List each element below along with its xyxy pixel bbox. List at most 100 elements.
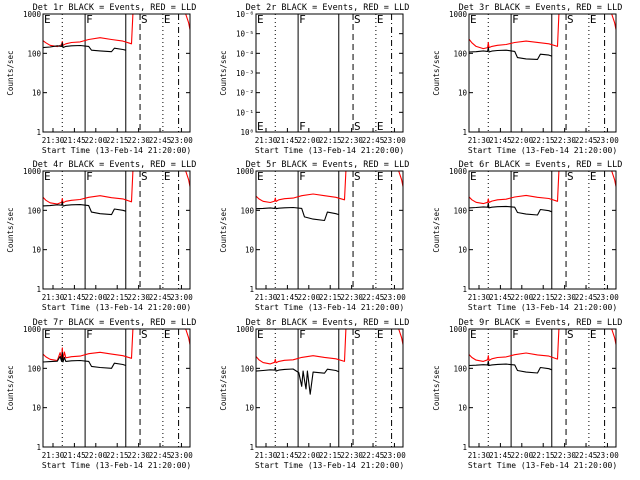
y-tick-label: 1000 xyxy=(449,325,468,334)
y-tick-label: 100 xyxy=(453,364,467,373)
marker-letter: F xyxy=(512,170,519,183)
y-tick-label: 100 xyxy=(240,206,254,215)
x-tick-label: 22:00 xyxy=(85,451,108,460)
x-axis-title: Start Time (13-Feb-14 21:20:00) xyxy=(255,303,404,312)
x-tick-label: 21:45 xyxy=(276,136,299,145)
x-tick-label: 22:45 xyxy=(362,293,385,302)
events-series xyxy=(468,360,552,374)
y-tick-label: 1 xyxy=(249,443,254,452)
y-tick-label: 10 xyxy=(245,246,255,255)
x-tick-label: 21:30 xyxy=(42,293,65,302)
x-tick-label: 22:30 xyxy=(340,293,363,302)
x-axis-title: Start Time (13-Feb-14 21:20:00) xyxy=(255,461,404,470)
marker-letter: S xyxy=(354,13,361,26)
y-tick-label: 1 xyxy=(36,285,41,294)
plot-frame xyxy=(468,13,617,133)
x-tick-label: 22:45 xyxy=(575,451,598,460)
x-tick-label: 22:45 xyxy=(362,136,385,145)
marker-letter: F xyxy=(299,170,306,183)
x-tick-label: 21:45 xyxy=(489,293,512,302)
x-axis-title: Start Time (13-Feb-14 21:20:00) xyxy=(42,303,191,312)
y-tick-label: 1 xyxy=(462,128,467,137)
x-tick-label: 21:45 xyxy=(63,293,86,302)
x-tick-label: 22:15 xyxy=(319,136,342,145)
marker-letter: S xyxy=(567,170,574,183)
x-tick-label: 22:00 xyxy=(298,293,321,302)
x-axis-title: Start Time (13-Feb-14 21:20:00) xyxy=(468,461,617,470)
y-tick-label: 1 xyxy=(36,443,41,452)
marker-letter: S xyxy=(141,13,148,26)
marker-letter: E xyxy=(590,170,597,183)
plot-frame xyxy=(42,13,191,133)
x-tick-label: 22:45 xyxy=(575,136,598,145)
x-tick-label: 22:00 xyxy=(85,293,108,302)
marker-letter: E xyxy=(257,13,264,26)
events-series xyxy=(468,202,552,216)
y-tick-label: 10 xyxy=(32,89,42,98)
panel-title: Det 8r BLACK = Events, RED = LLD xyxy=(246,318,410,328)
marker-letter: E xyxy=(44,328,51,341)
x-tick-label: 21:30 xyxy=(468,136,491,145)
x-tick-label: 22:30 xyxy=(127,293,150,302)
detector-panel: Det 2r BLACK = Events, RED = LLDEEFFSSEE… xyxy=(219,3,409,155)
y-tick-label: 1 xyxy=(249,285,254,294)
x-tick-label: 22:15 xyxy=(319,451,342,460)
y-tick-label: 10⁻⁴ xyxy=(236,49,254,58)
x-tick-label: 21:45 xyxy=(489,136,512,145)
x-tick-label: 22:30 xyxy=(553,451,576,460)
y-tick-label: 10⁻¹ xyxy=(236,108,254,117)
marker-letter: F xyxy=(299,120,306,133)
marker-letter: S xyxy=(354,120,361,133)
events-series xyxy=(255,366,340,395)
marker-letter: F xyxy=(86,170,93,183)
x-tick-label: 22:00 xyxy=(511,136,534,145)
y-tick-label: 10⁰ xyxy=(240,128,254,137)
plot-frame xyxy=(468,170,617,290)
y-tick-label: 1000 xyxy=(449,10,468,19)
x-tick-label: 22:30 xyxy=(553,136,576,145)
x-tick-label: 21:30 xyxy=(42,136,65,145)
x-tick-label: 23:00 xyxy=(383,136,406,145)
x-tick-label: 22:15 xyxy=(106,136,129,145)
y-tick-label: 10 xyxy=(458,404,468,413)
x-tick-label: 23:00 xyxy=(170,451,193,460)
events-series xyxy=(42,201,126,216)
x-tick-label: 22:45 xyxy=(575,293,598,302)
x-tick-label: 22:15 xyxy=(532,451,555,460)
x-tick-label: 22:00 xyxy=(511,451,534,460)
marker-letter: S xyxy=(141,170,148,183)
marker-letter: E xyxy=(470,13,477,26)
y-axis-title: Counts/sec xyxy=(6,207,15,252)
marker-letter: E xyxy=(257,120,264,133)
plot-frame xyxy=(255,328,404,448)
marker-letter: E xyxy=(164,170,171,183)
x-tick-label: 23:00 xyxy=(383,451,406,460)
marker-letter: E xyxy=(164,328,171,341)
panel-title: Det 2r BLACK = Events, RED = LLD xyxy=(246,3,410,13)
panel-title: Det 9r BLACK = Events, RED = LLD xyxy=(459,318,623,328)
x-tick-label: 21:30 xyxy=(468,451,491,460)
x-tick-label: 22:00 xyxy=(511,293,534,302)
x-tick-label: 23:00 xyxy=(383,293,406,302)
y-tick-label: 1000 xyxy=(449,167,468,176)
y-axis-title: Counts/sec xyxy=(219,207,228,252)
x-tick-label: 21:45 xyxy=(63,451,86,460)
y-tick-label: 1000 xyxy=(23,10,42,19)
plot-frame xyxy=(255,170,404,290)
marker-letter: E xyxy=(257,328,264,341)
y-tick-label: 1000 xyxy=(236,167,255,176)
y-tick-label: 100 xyxy=(453,206,467,215)
marker-letter: F xyxy=(299,13,306,26)
x-tick-label: 22:30 xyxy=(340,451,363,460)
x-tick-label: 21:45 xyxy=(276,293,299,302)
x-tick-label: 23:00 xyxy=(596,136,619,145)
y-axis-title: Counts/sec xyxy=(432,365,441,410)
plot-frame xyxy=(42,170,191,290)
x-tick-label: 22:30 xyxy=(127,451,150,460)
y-tick-label: 1 xyxy=(462,285,467,294)
x-tick-label: 22:30 xyxy=(553,293,576,302)
y-axis-title: Counts/sec xyxy=(432,50,441,95)
